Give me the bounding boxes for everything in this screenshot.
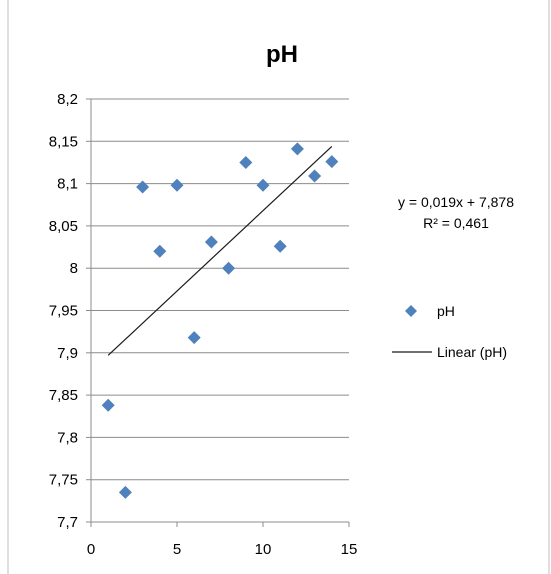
data-point [325,155,339,169]
x-tick-label: 10 [255,541,272,558]
y-tick-label: 7,7 [57,514,78,531]
axes [90,99,350,527]
y-tick-label: 8,2 [57,91,78,108]
y-tick-label: 8,1 [57,176,78,193]
data-point [204,235,218,249]
x-tick-label: 5 [173,541,181,558]
legend: pH Linear (pH) [392,303,507,360]
data-point [290,142,304,156]
data-point [239,155,253,169]
data-point [256,178,270,192]
trendline-r2-text: R² = 0,461 [423,215,489,231]
chart-title: pH [266,41,298,68]
data-point [308,169,322,183]
trendline [107,145,333,356]
data-point [170,178,184,192]
data-point [118,485,132,499]
y-tick-label: 7,8 [57,429,78,446]
y-tick-label: 7,85 [49,387,78,404]
data-point [222,261,236,275]
x-tick-labels: 0 5 10 15 [87,541,358,558]
y-tick-label: 8 [70,260,78,277]
legend-marker-ph [405,305,417,317]
y-tick-label: 7,95 [49,303,78,320]
trendline-group [107,145,333,356]
x-tick-label: 15 [341,541,358,558]
y-tick-label: 7,9 [57,345,78,362]
data-points [101,142,339,499]
trendline-equation-text: y = 0,019x + 7,878 [398,194,514,210]
y-tick-labels: 7,7 7,75 7,8 7,85 7,9 7,95 8 8,05 8,1 8,15 8,2 [49,91,78,531]
y-tick-label: 8,15 [49,133,78,150]
data-point [273,239,287,253]
data-point [187,331,201,345]
legend-label-ph: pH [437,303,455,319]
y-tick-label: 7,75 [49,472,78,489]
legend-label-trend: Linear (pH) [437,344,507,360]
y-tick-label: 8,05 [49,218,78,235]
data-point [136,180,150,194]
data-point [153,244,167,258]
x-tick-label: 0 [87,541,95,558]
trendline-equation: y = 0,019x + 7,878 R² = 0,461 [398,194,514,231]
grid-lines [86,98,349,523]
data-point [101,398,115,412]
